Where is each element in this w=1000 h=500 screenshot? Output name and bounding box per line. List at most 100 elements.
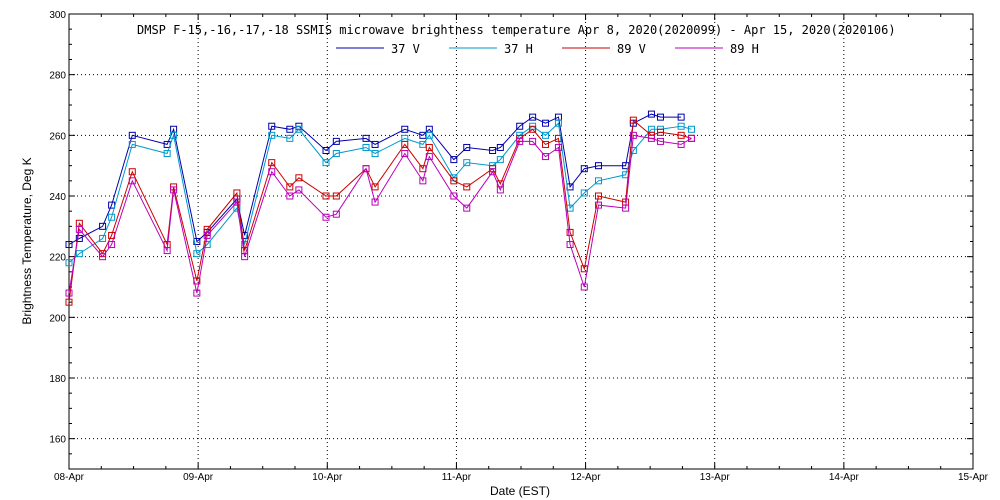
data-point (489, 147, 497, 154)
data-point (163, 247, 171, 255)
data-point (65, 298, 73, 306)
series-line (68, 134, 692, 294)
data-point (677, 140, 685, 148)
data-point (580, 283, 588, 291)
data-point (295, 186, 303, 194)
data-point (656, 137, 664, 145)
data-point (542, 153, 550, 161)
y-tick-label: 280 (49, 71, 66, 82)
data-point (362, 143, 370, 151)
data-point (332, 150, 340, 158)
data-point (401, 125, 409, 133)
data-point (542, 131, 550, 139)
data-point (656, 113, 664, 121)
data-point (516, 137, 524, 145)
data-point (362, 134, 370, 142)
y-tick-label: 260 (49, 131, 66, 142)
data-point (371, 183, 379, 191)
data-point (529, 113, 537, 121)
chart-title: DMSP F-15,-16,-17,-18 SSMIS microwave br… (137, 23, 896, 37)
data-point (322, 147, 330, 154)
series-37-h (65, 119, 695, 267)
data-point (463, 204, 471, 212)
data-point (268, 131, 276, 139)
data-point (580, 165, 588, 173)
data-point (463, 143, 471, 151)
data-point (529, 125, 537, 133)
data-point (594, 192, 602, 200)
data-point (371, 150, 379, 158)
data-point (656, 128, 664, 136)
series-89-h (65, 131, 695, 297)
data-point (128, 177, 136, 185)
data-point (233, 189, 241, 197)
axis-ticks: 08-Apr 09-Apr 10-Apr 11-Apr 12-Apr 13-Apr 14-A… (49, 10, 988, 483)
data-point (489, 168, 497, 176)
data-point (677, 122, 685, 130)
data-point (128, 168, 136, 176)
y-tick-label: 200 (49, 313, 66, 324)
data-point (401, 150, 409, 158)
legend-label: 37 H (504, 42, 533, 56)
data-point (677, 113, 685, 121)
data-point (566, 228, 574, 236)
data-point (647, 134, 655, 142)
series-group (65, 110, 695, 306)
y-axis-label: Brightness Temperature, Deg K (20, 157, 34, 324)
data-point (193, 250, 201, 258)
data-point (322, 192, 330, 200)
data-point (687, 125, 695, 133)
data-point (594, 201, 602, 209)
legend-label: 89 H (730, 42, 759, 56)
series-line (68, 122, 692, 264)
data-point (542, 119, 550, 127)
series-line (68, 113, 682, 245)
data-point (594, 162, 602, 170)
data-point (332, 210, 340, 218)
x-tick-label: 10-Apr (312, 472, 343, 483)
data-point (496, 156, 504, 164)
series-89-v (65, 116, 695, 306)
data-point (332, 192, 340, 200)
data-point (322, 159, 330, 167)
data-point (401, 140, 409, 148)
data-point (450, 156, 458, 164)
data-point (647, 110, 655, 118)
x-tick-label: 15-Apr (958, 472, 989, 483)
data-point (108, 241, 116, 249)
data-point (566, 241, 574, 249)
data-point (554, 143, 562, 151)
legend: 37 V 37 H 89 V 89 H (336, 42, 759, 56)
data-point (516, 122, 524, 130)
data-point (163, 150, 171, 158)
data-point (450, 192, 458, 200)
series-line (68, 119, 692, 303)
data-point (419, 177, 427, 185)
data-point (687, 134, 695, 142)
data-point (99, 234, 107, 242)
data-point (529, 137, 537, 145)
x-tick-label: 12-Apr (571, 472, 602, 483)
y-tick-label: 180 (49, 374, 66, 385)
data-point (496, 186, 504, 194)
data-point (108, 213, 116, 221)
data-point (268, 159, 276, 167)
data-point (286, 125, 294, 133)
data-point (322, 213, 330, 221)
x-tick-label: 08-Apr (54, 472, 85, 483)
data-point (463, 159, 471, 167)
data-point (75, 250, 83, 258)
data-point (371, 140, 379, 148)
x-tick-label: 09-Apr (183, 472, 214, 483)
data-point (425, 143, 433, 151)
data-point (170, 131, 178, 139)
x-axis-label: Date (EST) (490, 484, 550, 498)
data-point (286, 192, 294, 200)
data-point (594, 177, 602, 185)
data-point (580, 189, 588, 197)
data-point (554, 134, 562, 142)
x-tick-label: 14-Apr (829, 472, 860, 483)
data-point (65, 241, 73, 249)
data-point (75, 234, 83, 242)
data-point (75, 225, 83, 233)
